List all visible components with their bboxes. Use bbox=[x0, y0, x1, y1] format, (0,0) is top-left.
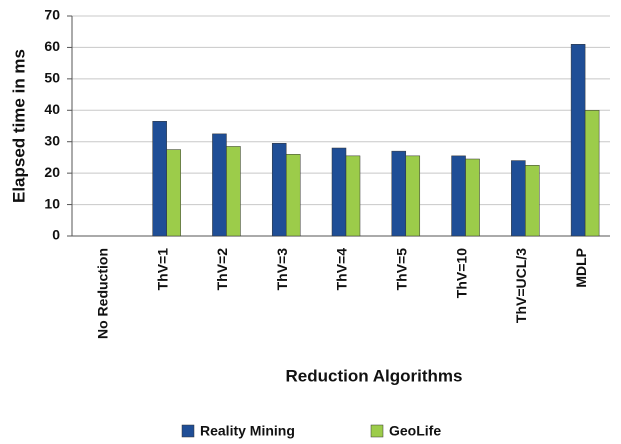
y-axis-title: Elapsed time in ms bbox=[9, 49, 28, 203]
x-tick-label: ThV=3 bbox=[274, 248, 290, 291]
x-tick-label: ThV=10 bbox=[453, 248, 469, 298]
y-tick-label: 50 bbox=[44, 70, 60, 86]
bar bbox=[345, 155, 361, 237]
bar bbox=[525, 165, 540, 237]
bar bbox=[212, 133, 227, 237]
legend-label: Reality Mining bbox=[200, 423, 295, 439]
x-tick-label: ThV=2 bbox=[214, 248, 230, 291]
y-tick-label: 60 bbox=[44, 38, 60, 54]
x-tick-label: No Reduction bbox=[95, 248, 111, 339]
x-tick-label: ThV=5 bbox=[393, 248, 409, 291]
legend-swatch bbox=[370, 424, 384, 438]
y-tick-label: 30 bbox=[44, 132, 60, 148]
bar bbox=[391, 150, 407, 237]
bar bbox=[331, 147, 347, 237]
x-tick-label: ThV=UCL/3 bbox=[513, 248, 529, 323]
bar bbox=[285, 154, 301, 237]
x-tick-label: MDLP bbox=[573, 248, 589, 288]
bar bbox=[166, 149, 181, 237]
bar bbox=[271, 143, 287, 237]
x-tick-label: ThV=1 bbox=[154, 248, 170, 291]
x-axis-title: Reduction Algorithms bbox=[286, 366, 463, 385]
bar bbox=[465, 158, 480, 237]
y-tick-label: 20 bbox=[44, 164, 60, 180]
bar bbox=[152, 121, 167, 237]
x-tick-label: ThV=4 bbox=[334, 248, 350, 291]
y-tick-label: 40 bbox=[44, 101, 60, 117]
bar bbox=[584, 110, 600, 237]
bar bbox=[226, 146, 241, 237]
bar bbox=[405, 155, 421, 237]
legend-swatch bbox=[181, 424, 195, 438]
bar bbox=[570, 44, 586, 237]
y-tick-label: 10 bbox=[44, 195, 60, 211]
y-tick-label: 70 bbox=[44, 7, 60, 23]
bar bbox=[511, 160, 526, 237]
y-tick-label: 0 bbox=[52, 227, 60, 243]
legend-label: GeoLife bbox=[389, 423, 441, 439]
bar bbox=[451, 155, 466, 237]
